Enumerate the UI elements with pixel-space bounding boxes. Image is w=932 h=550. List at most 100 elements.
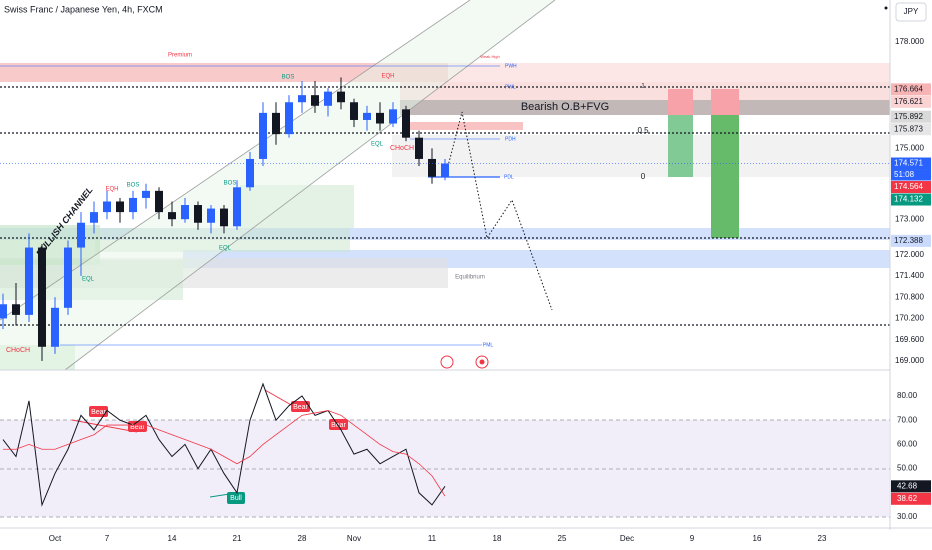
candle-body	[102, 201, 111, 213]
y-tick-label: 60.00	[897, 440, 918, 449]
price-tag-label: 176.664	[894, 84, 923, 93]
candle-body	[245, 158, 254, 188]
annotation: 0.5	[637, 126, 649, 135]
annotation: PML	[483, 342, 494, 348]
price-tag-label: 174.564	[894, 182, 923, 191]
icon[interactable]	[479, 359, 485, 365]
value-tag	[891, 480, 931, 493]
candle-body	[414, 137, 423, 159]
channel-line	[0, 0, 471, 321]
annotation: PDL	[504, 174, 514, 180]
tag: Bear	[293, 404, 308, 411]
candle-body	[427, 158, 436, 177]
annotation: CHoCH	[390, 145, 414, 152]
candle-body	[441, 163, 449, 177]
projection	[446, 111, 553, 311]
risk-box	[711, 89, 739, 115]
x-tick-label: 28	[298, 534, 307, 543]
y-tick-label: 178.000	[895, 37, 924, 46]
candle-body	[297, 95, 306, 103]
candle-body	[310, 95, 319, 106]
price-tag-label: 175.892	[894, 112, 923, 121]
candle-body	[375, 112, 384, 124]
value-tag-label: 42.68	[897, 481, 918, 490]
candle-body	[401, 109, 410, 138]
x-tick-label: 21	[233, 534, 242, 543]
value-tag-label: 38.62	[897, 494, 918, 503]
countdown-bg	[891, 169, 931, 181]
tag: Bear	[130, 424, 145, 431]
rsi-line	[2, 410, 446, 497]
y-tick-label: 169.600	[895, 335, 924, 344]
y-tick-label: 172.000	[895, 250, 924, 259]
y-tick-label: 170.800	[895, 292, 924, 301]
y-tick-label: 169.000	[895, 356, 924, 365]
candle-body	[63, 247, 72, 308]
annotation: EQL	[82, 277, 95, 283]
candle-body	[219, 208, 228, 227]
candle-body	[141, 190, 150, 198]
price-tag	[891, 95, 931, 108]
candle-body	[258, 112, 267, 159]
price-tag-label: 174.571	[894, 159, 923, 168]
fvg-small	[408, 122, 523, 130]
annotation: EQL	[371, 142, 384, 148]
countdown: 51:08	[894, 170, 915, 179]
channel-line	[64, 0, 556, 371]
candle-body	[232, 187, 241, 227]
price-tag	[891, 234, 931, 247]
price-tag-label: 175.873	[894, 124, 923, 133]
x-tick-label: 14	[168, 534, 177, 543]
candle-body	[362, 112, 371, 120]
y-tick-label: 30.00	[897, 512, 918, 521]
y-tick-label: 175.000	[895, 143, 924, 152]
y-tick-label: 70.00	[897, 415, 918, 424]
candle-body	[323, 91, 332, 106]
price-tag	[891, 193, 931, 206]
icon[interactable]	[475, 355, 489, 369]
price-tag-label: 174.132	[894, 195, 923, 204]
x-tick-label: 18	[493, 534, 502, 543]
levels	[0, 86, 890, 326]
candle-body	[284, 102, 293, 135]
currency-box[interactable]	[895, 2, 927, 22]
candle-body	[180, 205, 189, 220]
annotation: BOS	[224, 181, 237, 187]
tag-bg	[329, 419, 348, 430]
title: Swiss Franc / Japanese Yen, 4h, FXCM	[4, 4, 163, 14]
x-tick-label: Oct	[49, 534, 62, 543]
candle-body	[154, 190, 163, 213]
price-tag-label: 172.388	[894, 236, 923, 245]
annotation: PWL	[505, 84, 516, 90]
annotation: BOS	[127, 183, 140, 189]
annotation: 0	[641, 172, 646, 181]
menu-dot[interactable]	[884, 6, 888, 10]
candle-body	[37, 247, 46, 347]
price-tag-label: 176.621	[894, 97, 923, 106]
price-tag	[891, 123, 931, 136]
candle-body	[271, 112, 280, 135]
x-tick-label: Dec	[620, 534, 634, 543]
price-tag	[891, 83, 931, 96]
annotation: Equilibrium	[455, 275, 485, 281]
price-tag	[891, 181, 931, 194]
fvg-zone	[400, 100, 890, 115]
icon[interactable]	[440, 355, 454, 369]
tag-bg	[227, 492, 245, 504]
currency: JPY	[904, 7, 919, 16]
tag-bg	[89, 406, 108, 417]
candle-body	[349, 102, 358, 120]
divergence	[71, 419, 138, 433]
candle-body	[128, 197, 137, 213]
tag: Bear	[331, 422, 346, 429]
annotation: PDH	[505, 136, 516, 142]
annotation: CHoCH	[6, 347, 30, 354]
x-tick-label: Nov	[347, 534, 361, 543]
candle-body	[76, 222, 85, 248]
candle-body	[89, 212, 98, 223]
annotation: EQH	[381, 74, 394, 80]
x-tick-label: 9	[690, 534, 695, 543]
candle-body	[50, 307, 59, 347]
